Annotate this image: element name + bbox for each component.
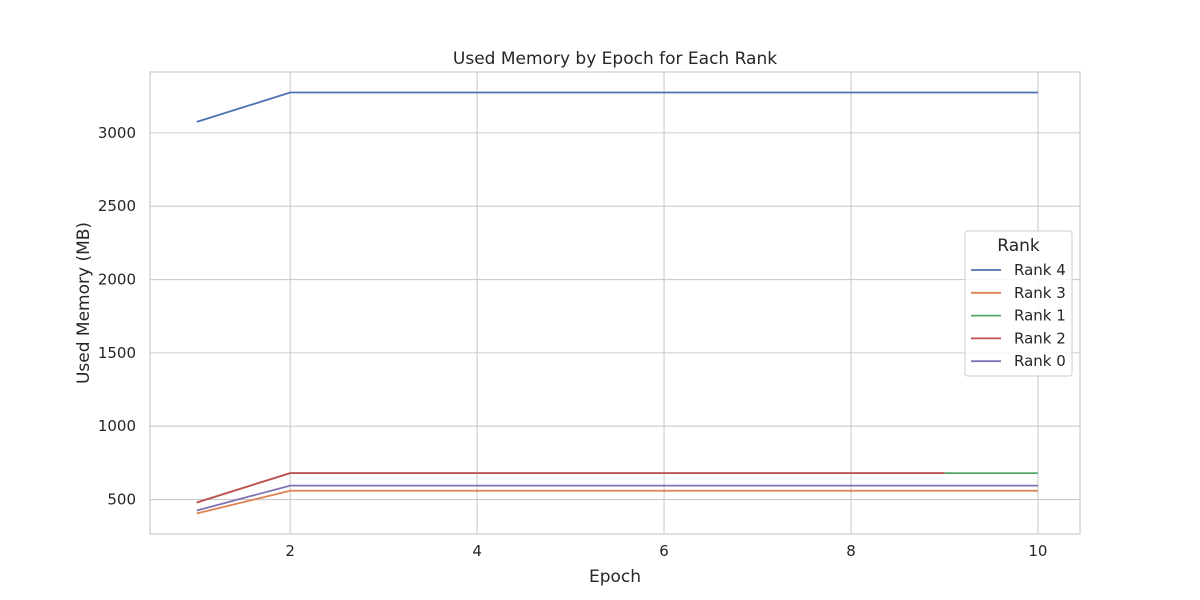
- y-tick-label: 500: [107, 491, 136, 509]
- x-tick-labels: 2 4 6 8 10: [285, 542, 1047, 560]
- legend-box: [964, 230, 1073, 377]
- legend-title: Rank: [997, 236, 1040, 256]
- y-tick-label: 1000: [98, 417, 136, 435]
- series-line-rank-0: [196, 484, 1038, 512]
- y-tick-labels: 500 1000 1500 2000 2500 3000: [98, 124, 136, 509]
- y-tick-label: 1500: [98, 344, 136, 362]
- y-axis-label: Used Memory (MB): [74, 222, 94, 384]
- legend-label: Rank 1: [1014, 307, 1066, 325]
- x-tick-label: 6: [659, 542, 669, 560]
- chart-title: Used Memory by Epoch for Each Rank: [453, 49, 777, 69]
- grid-lines: [150, 72, 1080, 534]
- legend-label: Rank 0: [1014, 352, 1066, 370]
- x-tick-label: 8: [846, 542, 856, 560]
- x-tick-label: 10: [1028, 542, 1047, 560]
- y-tick-label: 2500: [98, 197, 136, 215]
- x-tick-label: 4: [472, 542, 482, 560]
- legend: Rank Rank 4 Rank 3 Rank 1 Rank 2 Rank 0: [964, 230, 1073, 377]
- series-lines: [196, 91, 1038, 515]
- legend-label: Rank 3: [1014, 284, 1066, 302]
- x-tick-label: 2: [285, 542, 295, 560]
- y-tick-label: 2000: [98, 271, 136, 289]
- series-line-rank-4: [196, 91, 1038, 123]
- y-tick-label: 3000: [98, 124, 136, 142]
- series-line-rank-1: [196, 472, 1038, 504]
- plot-frame: [149, 71, 1081, 535]
- series-line-rank-3: [196, 489, 1038, 515]
- series-line-rank-2: [196, 472, 945, 504]
- legend-label: Rank 2: [1014, 329, 1066, 347]
- legend-label: Rank 4: [1014, 261, 1066, 279]
- x-axis-label: Epoch: [589, 567, 641, 587]
